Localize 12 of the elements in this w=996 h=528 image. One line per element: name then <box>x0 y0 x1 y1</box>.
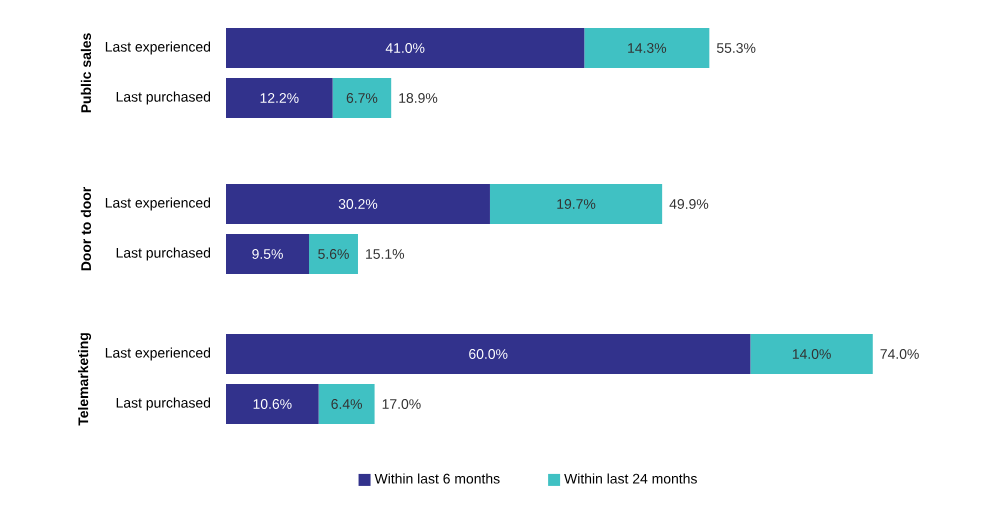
bar <box>226 183 490 224</box>
bar <box>750 334 873 374</box>
bar <box>226 27 585 68</box>
bar <box>584 27 710 68</box>
bar <box>226 384 319 424</box>
bar <box>226 334 751 374</box>
bar <box>318 384 375 424</box>
bar <box>226 77 333 118</box>
bar <box>332 77 392 118</box>
bar <box>309 233 358 274</box>
bar <box>489 183 663 224</box>
bar <box>226 233 310 274</box>
